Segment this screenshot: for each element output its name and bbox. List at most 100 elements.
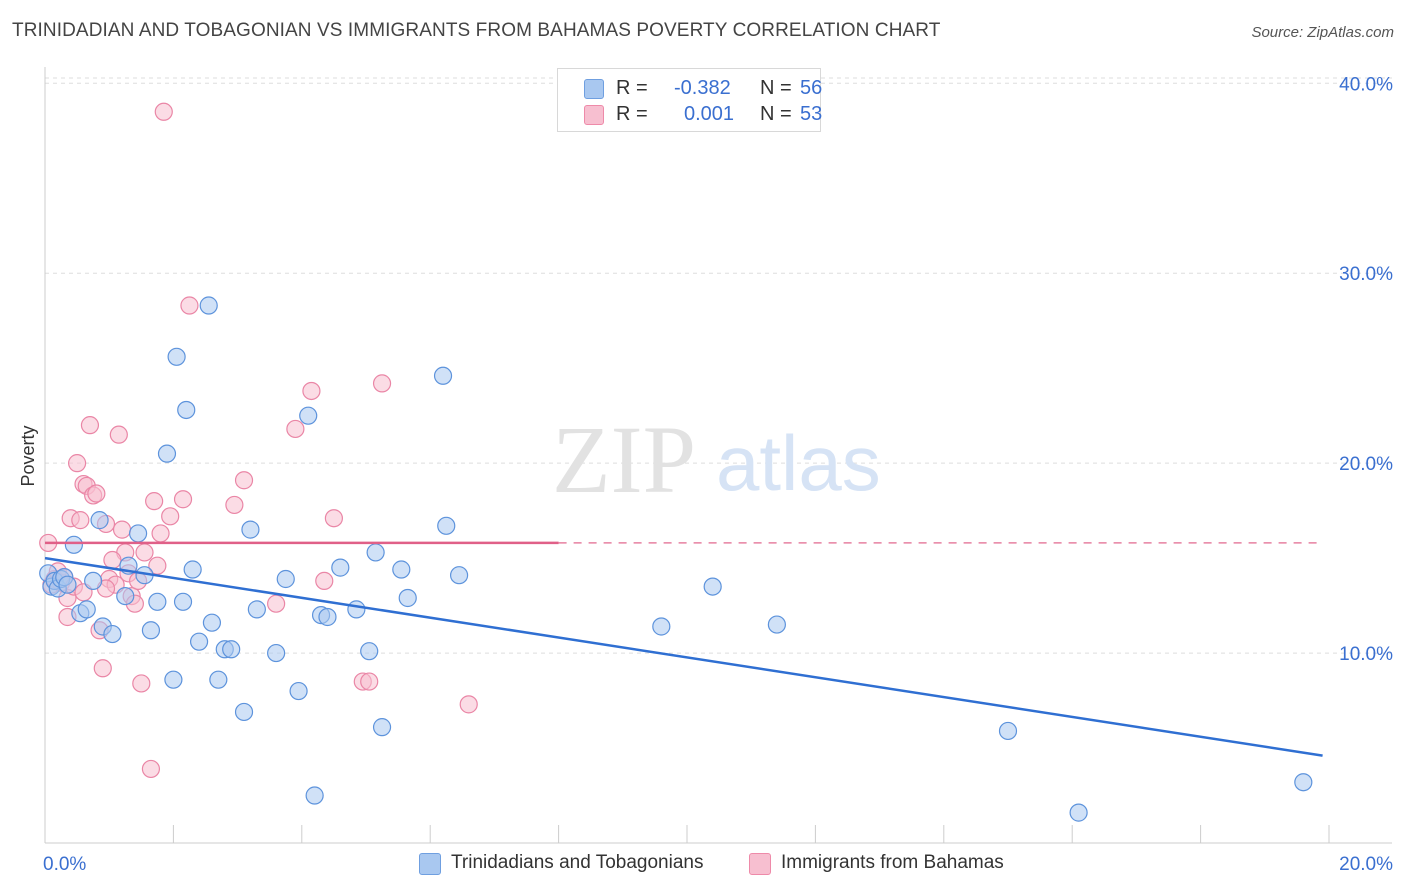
- point-bahamas: [132, 674, 151, 693]
- y-tick-label: 40.0%: [1339, 74, 1393, 95]
- point-bahamas: [225, 495, 244, 515]
- point-trinidadian: [372, 718, 392, 737]
- point-trinidadian: [64, 535, 83, 554]
- point-bahamas: [234, 471, 254, 490]
- legend-swatch-blue: [584, 79, 604, 99]
- point-bahamas: [302, 381, 321, 401]
- point-bahamas: [67, 454, 87, 473]
- point-bahamas: [459, 695, 478, 714]
- legend-r-label: R =: [616, 103, 648, 125]
- point-trinidadian: [141, 621, 161, 640]
- point-trinidadian: [209, 670, 228, 689]
- series-bahamas-points: [39, 102, 478, 779]
- point-trinidadian: [183, 560, 202, 579]
- point-bahamas: [109, 425, 128, 444]
- point-trinidadian: [103, 624, 122, 644]
- point-trinidadian: [767, 615, 786, 634]
- point-bahamas: [80, 416, 100, 435]
- bottom-legend-label: Immigrants from Bahamas: [781, 852, 1004, 873]
- point-trinidadian: [360, 642, 379, 661]
- bottom-legend-label: Trinidadians and Tobagonians: [451, 852, 704, 873]
- point-trinidadian: [433, 366, 453, 385]
- axes: [44, 67, 1392, 844]
- point-bahamas: [324, 509, 343, 528]
- point-bahamas: [315, 571, 334, 591]
- point-bahamas: [286, 419, 305, 439]
- point-trinidadian: [116, 586, 135, 606]
- x-tick-label: 0.0%: [43, 854, 86, 875]
- point-trinidadian: [289, 681, 308, 701]
- point-bahamas: [360, 672, 379, 691]
- y-tick-label: 10.0%: [1339, 644, 1393, 665]
- legend-n-value: 56: [800, 77, 823, 99]
- legend-n-label: N =: [760, 77, 792, 99]
- grid-lines: [45, 77, 1392, 654]
- point-trinidadian: [84, 571, 103, 591]
- legend-r-label: R =: [616, 77, 648, 99]
- point-bahamas: [71, 511, 90, 530]
- point-bahamas: [112, 520, 132, 539]
- point-trinidadian: [90, 511, 109, 530]
- point-trinidadian: [241, 520, 260, 539]
- point-trinidadian: [703, 577, 722, 596]
- y-axis-label: Poverty: [18, 425, 38, 486]
- point-bahamas: [267, 594, 286, 613]
- point-trinidadian: [331, 558, 350, 577]
- trend-line-trinidadian: [44, 556, 1323, 757]
- bottom-legend-swatch-pink: [749, 853, 771, 875]
- point-trinidadian: [392, 560, 411, 579]
- point-trinidadian: [58, 575, 77, 594]
- point-trinidadian: [157, 444, 177, 463]
- point-bahamas: [141, 759, 161, 779]
- legend-swatch-pink: [584, 105, 604, 125]
- legend-n-label: N =: [760, 103, 792, 125]
- point-bahamas: [173, 490, 193, 509]
- point-bahamas: [103, 550, 122, 570]
- point-bahamas: [93, 659, 112, 678]
- point-trinidadian: [164, 670, 183, 689]
- point-bahamas: [180, 296, 199, 315]
- point-trinidadian: [437, 516, 456, 535]
- point-trinidadian: [1294, 773, 1313, 792]
- point-bahamas: [154, 102, 173, 121]
- legend-r-value: 0.001: [684, 103, 735, 125]
- x-tick-label: 20.0%: [1339, 854, 1393, 875]
- point-trinidadian: [199, 296, 218, 315]
- watermark: ZIP atlas: [552, 406, 881, 513]
- point-trinidadian: [77, 600, 96, 619]
- point-trinidadian: [177, 400, 196, 420]
- point-bahamas: [151, 524, 170, 543]
- point-trinidadian: [318, 607, 337, 627]
- point-bahamas: [372, 374, 392, 393]
- correlation-legend: R = -0.382 N = 56 R = 0.001 N = 53: [557, 68, 823, 132]
- point-trinidadian: [234, 702, 254, 722]
- point-trinidadian: [299, 406, 318, 425]
- point-trinidadian: [267, 643, 286, 663]
- source-label: Source: ZipAtlas.com: [1251, 24, 1394, 41]
- trend-lines: [44, 541, 1323, 757]
- y-tick-label: 20.0%: [1339, 454, 1393, 475]
- series-trinidadian-points: [39, 296, 1313, 822]
- point-bahamas: [145, 492, 164, 511]
- point-trinidadian: [652, 617, 671, 636]
- point-bahamas: [87, 484, 106, 503]
- point-trinidadian: [148, 592, 167, 611]
- point-trinidadian: [398, 588, 417, 608]
- point-trinidadian: [222, 640, 241, 659]
- legend-r-value: -0.382: [674, 77, 731, 99]
- chart-title: TRINIDADIAN AND TOBAGONIAN VS IMMIGRANTS…: [12, 20, 941, 41]
- point-trinidadian: [305, 786, 324, 805]
- point-bahamas: [135, 543, 154, 562]
- point-trinidadian: [167, 347, 186, 366]
- point-trinidadian: [366, 543, 385, 562]
- point-trinidadian: [998, 721, 1018, 741]
- y-tick-label: 30.0%: [1339, 264, 1393, 285]
- bottom-legend-swatch-blue: [419, 853, 441, 875]
- point-trinidadian: [189, 632, 209, 651]
- point-trinidadian: [173, 592, 193, 611]
- point-bahamas: [148, 556, 167, 575]
- point-trinidadian: [247, 600, 266, 619]
- point-trinidadian: [1069, 803, 1088, 822]
- point-trinidadian: [128, 524, 148, 543]
